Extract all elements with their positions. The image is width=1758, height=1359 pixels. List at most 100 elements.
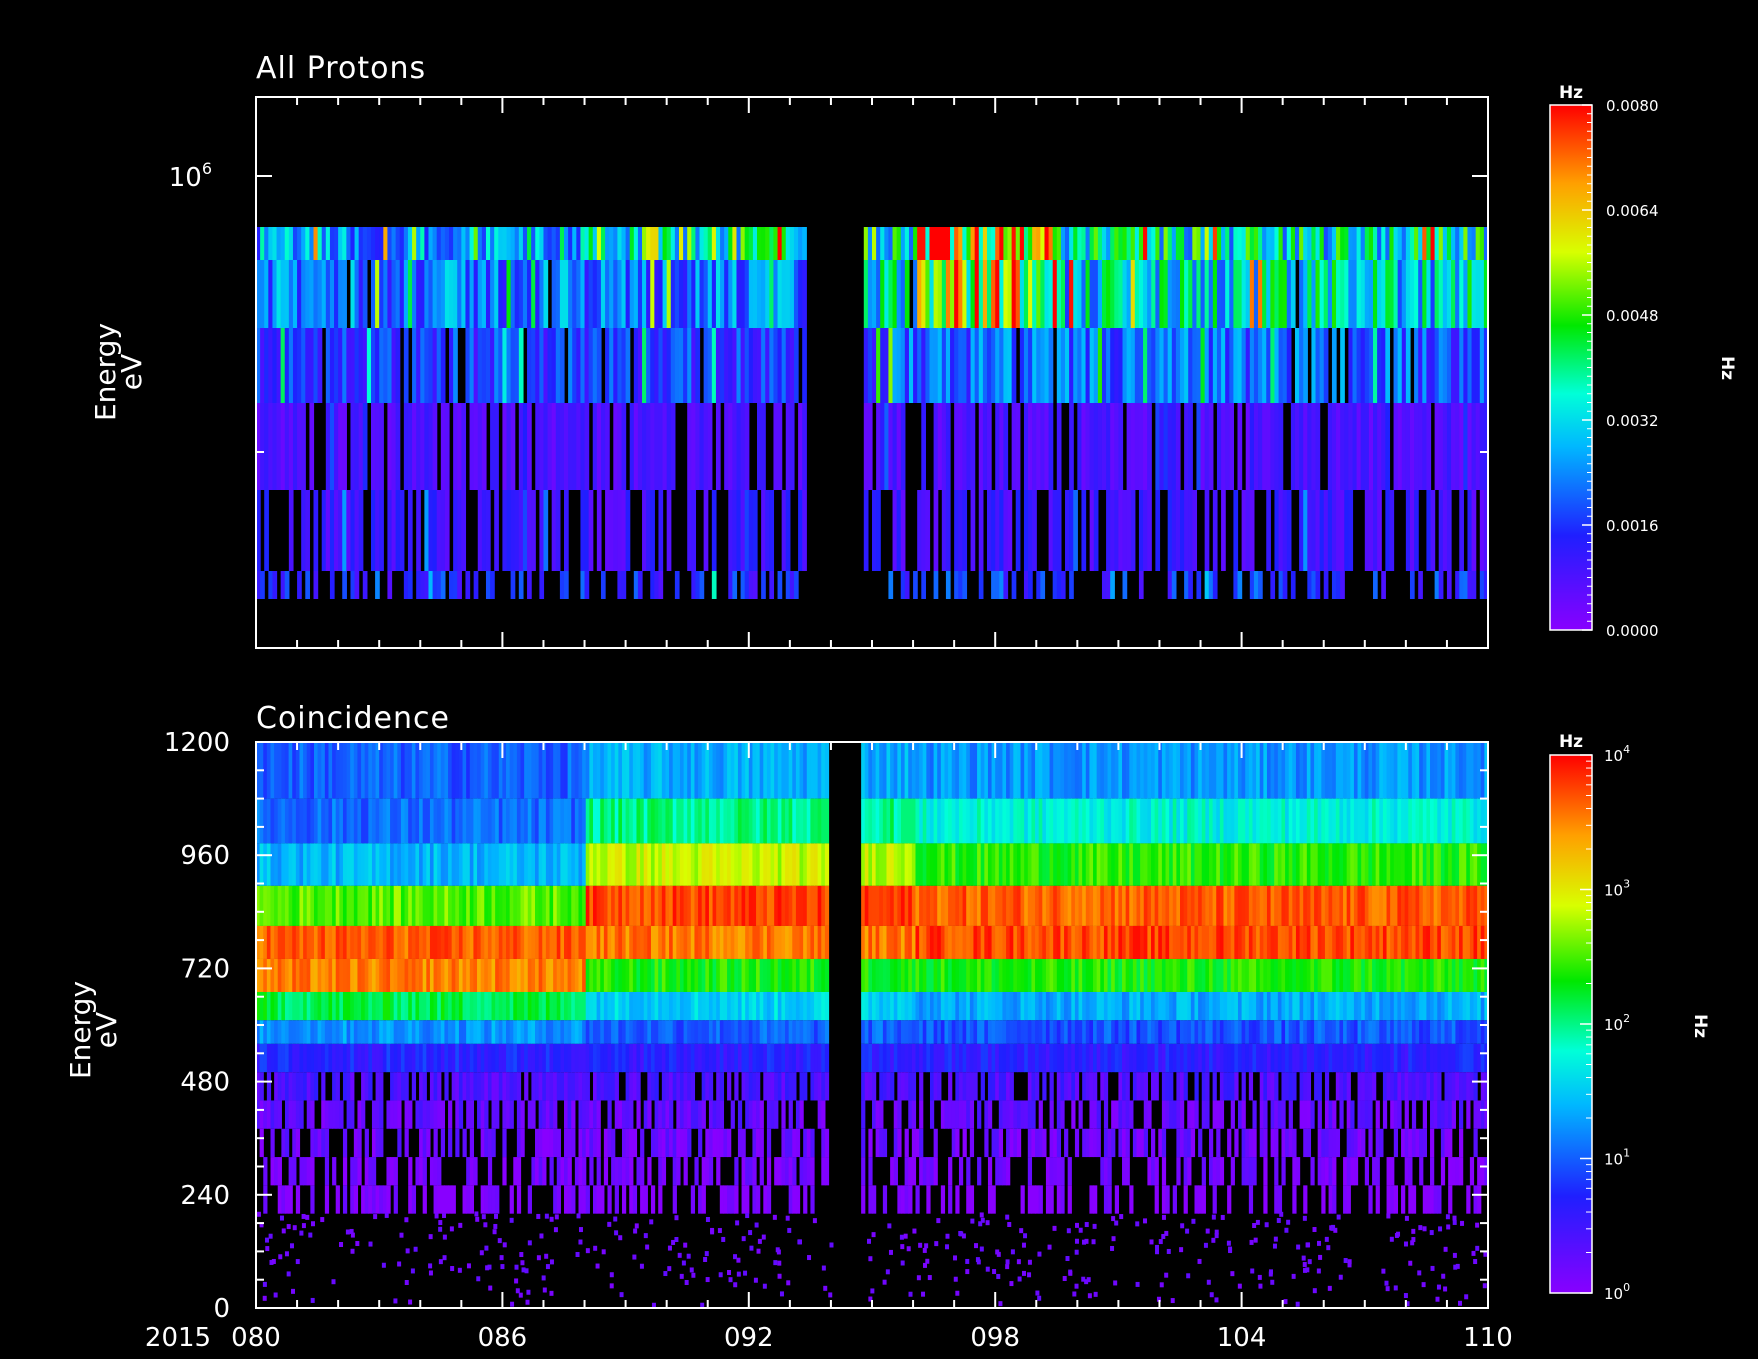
spectrogram-cell (481, 490, 487, 571)
spectrogram-cell (1192, 490, 1198, 571)
spectrogram-cell (404, 925, 409, 959)
spectrogram-cell (603, 991, 609, 1021)
spectrogram-cell (962, 227, 968, 260)
spectrogram-cell (1455, 403, 1460, 490)
spectrogram-cell (1122, 1100, 1127, 1129)
spectrogram-cell (1103, 991, 1109, 1021)
spectrogram-cell (1151, 1072, 1156, 1101)
spectrogram-cell (617, 328, 623, 403)
spectrogram-cell (1352, 403, 1358, 490)
spectrogram-cell (502, 328, 508, 403)
spectrogram-cell (984, 1020, 989, 1044)
spectrogram-cell (313, 742, 319, 799)
spectrogram-cell (1212, 260, 1218, 328)
spectrogram-cell (350, 328, 356, 403)
spectrogram-cell (411, 798, 417, 844)
spectrogram-cell (477, 227, 483, 260)
spectrogram-cell (1060, 958, 1065, 992)
spectrogram-cell (1183, 1072, 1188, 1101)
spectrogram-cell (321, 958, 326, 992)
spectrogram-cell (1262, 260, 1267, 328)
spectrogram-cell (1401, 1020, 1406, 1044)
spectrogram-cell (933, 571, 939, 599)
spectrogram-cell (477, 1043, 482, 1073)
spectrogram-cell (596, 798, 601, 844)
spectrogram-cell (498, 742, 503, 799)
spectrogram-cell (1237, 260, 1243, 328)
spectrogram-cell (1212, 885, 1217, 926)
spectrogram-cell (1024, 925, 1029, 959)
spectrogram-cell (1448, 991, 1453, 1021)
spectrogram-cell (1147, 403, 1152, 490)
spectrogram-cell (1324, 958, 1330, 992)
spectrogram-cell (629, 991, 634, 1021)
spectrogram-cell (1227, 958, 1232, 992)
panel-title-all-protons: All Protons (256, 51, 426, 86)
spectrogram-cell (1373, 328, 1378, 403)
spectrogram-cell (509, 798, 514, 844)
spectrogram-cell (694, 798, 699, 844)
spectrogram-cell (1053, 742, 1058, 799)
spectrogram-cell (1089, 403, 1095, 490)
spectrogram-cell (995, 1072, 1000, 1101)
spectrogram-cell (429, 958, 435, 992)
spectrogram-cell (1479, 490, 1485, 571)
spectrogram-cell (1368, 843, 1373, 886)
spectrogram-cell (766, 991, 772, 1021)
spectrogram-cell (576, 328, 582, 403)
spectrogram-cell (1169, 991, 1174, 1021)
spectrogram-cell (690, 798, 696, 844)
spectrogram-cell (1089, 843, 1094, 886)
spectrogram-cell (1129, 1100, 1134, 1129)
spectrogram-cell (933, 885, 938, 926)
spectrogram-cell (506, 227, 512, 260)
spectrogram-cell (404, 742, 409, 799)
spectrogram-cell (900, 227, 906, 260)
spectrogram-cell (429, 925, 435, 959)
spectrogram-cell (1459, 885, 1464, 926)
spectrogram-cell (727, 843, 732, 886)
spectrogram-cell (1353, 925, 1359, 959)
spectrogram-cell (705, 1020, 710, 1044)
spectrogram-cell (679, 1020, 685, 1044)
spectrogram-cell (1036, 571, 1041, 599)
spectrogram-cell (509, 1072, 514, 1101)
spectrogram-cell (274, 1100, 279, 1129)
spectrogram-cell (969, 798, 975, 844)
spectrogram-cell (1408, 843, 1413, 886)
spectrogram-cell (259, 1072, 264, 1101)
spectrogram-cell (1200, 403, 1206, 490)
spectrogram-cell (1227, 925, 1232, 959)
spectrogram-cell (397, 991, 402, 1021)
spectrogram-cell (1473, 843, 1478, 886)
spectrogram-cell (1028, 227, 1033, 260)
spectrogram-cell (1126, 490, 1132, 571)
spectrogram-cell (798, 490, 803, 571)
spectrogram-cell (284, 403, 290, 490)
spectrogram-cell (1103, 843, 1109, 886)
spectrogram-cell (908, 1100, 913, 1129)
spectrogram-cell (1323, 227, 1329, 260)
spectrogram-cell (821, 958, 826, 992)
spectrogram-cell (458, 1043, 464, 1073)
spectrogram-cell (603, 1072, 609, 1101)
spectrogram-cell (335, 991, 340, 1021)
spectrogram-cell (582, 742, 587, 799)
spectrogram-cell (1077, 328, 1083, 403)
spectrogram-cell (1147, 925, 1152, 959)
spectrogram-cell (1408, 798, 1413, 844)
spectrogram-cell (687, 328, 692, 403)
spectrogram-cell (669, 925, 674, 959)
spectrogram-cell (665, 1100, 670, 1129)
spectrogram-cell (335, 742, 340, 799)
spectrogram-cell (346, 490, 352, 571)
spectrogram-cell (1339, 991, 1344, 1021)
spectrogram-cell (1147, 1100, 1152, 1129)
spectrogram-cell (574, 843, 580, 886)
spectrogram-cell (299, 925, 304, 959)
spectrogram-cell (1418, 328, 1423, 403)
spectrogram-cell (1175, 260, 1181, 328)
spectrogram-cell (984, 991, 989, 1021)
spectrogram-cell (1233, 260, 1239, 328)
spectrogram-cell (810, 925, 815, 959)
